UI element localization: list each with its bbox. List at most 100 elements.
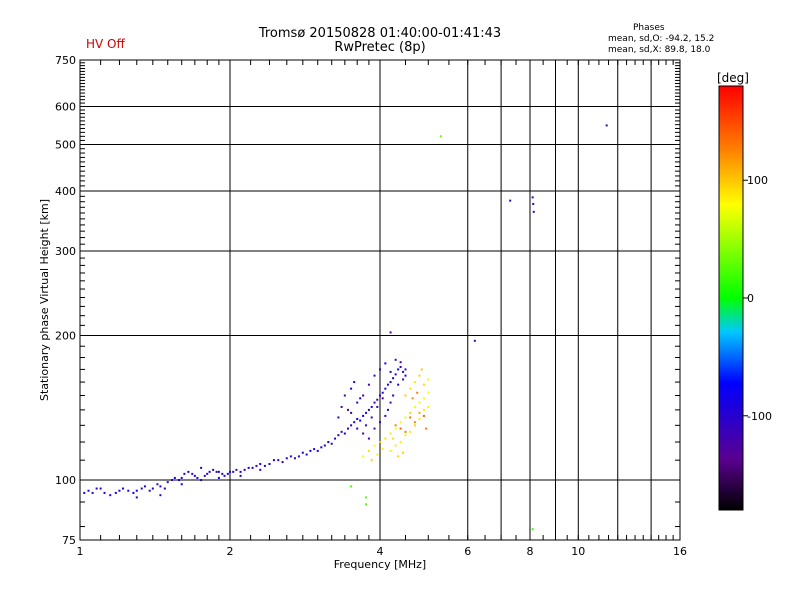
data-point: [173, 476, 176, 479]
data-point: [370, 416, 373, 419]
data-point: [212, 468, 215, 471]
data-point: [327, 441, 330, 444]
grid: [80, 60, 680, 540]
data-points: [83, 124, 608, 531]
data-point: [156, 483, 159, 486]
y-tick-label: 500: [55, 139, 76, 152]
data-point: [367, 408, 370, 411]
data-point: [259, 462, 262, 465]
colorbar-tick-label: 100: [747, 174, 768, 187]
colorbar-tick-label: -100: [747, 410, 772, 423]
data-point: [217, 470, 220, 473]
data-point: [221, 472, 224, 475]
data-point: [362, 455, 365, 458]
data-point: [404, 416, 407, 419]
data-point: [370, 405, 373, 408]
data-point: [239, 474, 242, 477]
data-point: [381, 448, 384, 451]
data-point: [605, 124, 608, 127]
x-tick-label: 1: [77, 545, 84, 558]
data-point: [422, 397, 425, 400]
data-point: [350, 424, 353, 427]
phases-title: Phases: [633, 23, 665, 33]
data-point: [413, 405, 416, 408]
data-point: [91, 491, 94, 494]
data-point: [404, 434, 407, 437]
data-point: [171, 479, 174, 482]
data-point: [187, 470, 190, 473]
data-point: [404, 394, 407, 397]
data-point: [206, 472, 209, 475]
data-point: [531, 196, 534, 199]
data-point: [337, 434, 340, 437]
y-tick-label: 400: [55, 185, 76, 198]
data-point: [473, 339, 476, 342]
data-point: [367, 383, 370, 386]
data-point: [402, 370, 405, 373]
data-point: [409, 430, 412, 433]
data-point: [381, 397, 384, 400]
data-point: [365, 411, 368, 414]
data-point: [402, 378, 405, 381]
data-point: [359, 397, 362, 400]
data-point: [247, 466, 250, 469]
data-point: [386, 383, 389, 386]
data-point: [200, 466, 203, 469]
data-point: [418, 411, 421, 414]
data-point: [418, 418, 421, 421]
data-point: [226, 472, 229, 475]
data-point: [386, 408, 389, 411]
y-tick-label: 600: [55, 101, 76, 114]
data-point: [422, 408, 425, 411]
data-point: [191, 472, 194, 475]
data-point: [379, 441, 381, 444]
data-point: [316, 449, 319, 452]
x-tick-label: 8: [527, 545, 534, 558]
data-point: [384, 437, 387, 440]
data-point: [394, 358, 397, 361]
data-point: [340, 405, 343, 408]
data-point: [320, 446, 323, 449]
data-point: [399, 361, 402, 364]
data-point: [183, 472, 186, 475]
data-point: [362, 432, 365, 435]
data-point: [229, 470, 231, 473]
data-point: [394, 373, 397, 376]
data-point: [531, 528, 534, 531]
data-point: [397, 455, 400, 458]
data-point: [346, 427, 349, 430]
data-point: [305, 453, 308, 456]
data-point: [420, 368, 423, 371]
y-tick-label: 750: [55, 54, 76, 67]
data-point: [277, 459, 280, 462]
colorbar-tick-label: 0: [747, 292, 754, 305]
data-point: [143, 485, 146, 488]
data-point: [196, 476, 199, 479]
data-point: [203, 474, 206, 477]
data-point: [416, 391, 419, 394]
data-point: [389, 331, 392, 334]
data-point: [532, 210, 535, 213]
data-point: [389, 370, 392, 373]
data-point: [373, 374, 376, 377]
data-point: [297, 455, 300, 458]
data-point: [118, 489, 121, 492]
data-point: [365, 503, 368, 506]
y-tick-label: 200: [55, 330, 76, 343]
data-point: [281, 461, 284, 464]
data-point: [392, 394, 395, 397]
data-point: [334, 437, 337, 440]
chart-subtitle: RwPretec (8p): [334, 40, 426, 55]
data-point: [392, 377, 395, 380]
data-point: [379, 368, 381, 371]
data-point: [381, 391, 384, 394]
x-tick-label: 2: [227, 545, 234, 558]
data-point: [392, 437, 395, 440]
x-tick-label: 10: [571, 545, 585, 558]
data-point: [427, 391, 430, 394]
data-point: [353, 381, 356, 384]
data-point: [373, 427, 376, 430]
data-point: [239, 470, 242, 473]
data-point: [397, 383, 400, 386]
data-point: [404, 430, 407, 433]
